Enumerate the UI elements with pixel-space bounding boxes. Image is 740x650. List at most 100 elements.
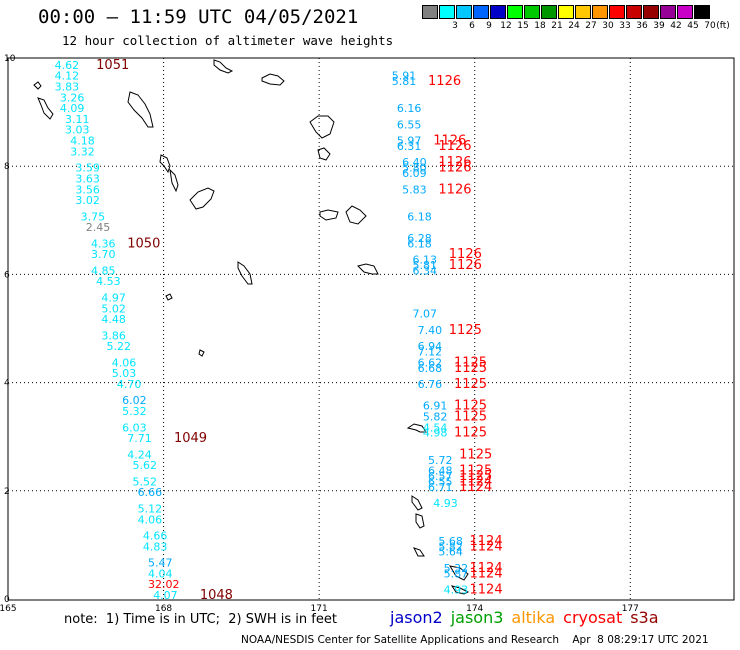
swh-value-label: 4.97: [101, 291, 126, 304]
island-outline: [189, 187, 215, 210]
time-label: 1125: [454, 426, 487, 441]
swh-value-label: 3.75: [81, 210, 106, 223]
swh-value-label: 3.86: [101, 329, 126, 342]
colorbar-swatch: [439, 5, 455, 19]
swh-value-label: 3.70: [91, 248, 116, 261]
island-outline: [169, 168, 179, 193]
time-label: 1051: [96, 58, 129, 73]
swh-value-label: 6.55: [397, 118, 422, 131]
swh-value-label: 5.03: [112, 367, 137, 380]
colorbar-swatch: [660, 5, 676, 19]
swh-value-label: 3.83: [55, 80, 80, 93]
swh-value-label: 6.71: [428, 481, 453, 494]
track-layer: 4.624.123.833.264.093.113.034.183.32 3.59…: [55, 58, 503, 603]
time-label: 1126: [433, 134, 466, 149]
swh-value-label: 6.94: [418, 340, 443, 353]
swh-value-label: 7.71: [127, 432, 151, 445]
colorbar-swatch: [558, 5, 574, 19]
swh-value-label: 4.06: [138, 513, 163, 526]
lat-tick-label: 4: [4, 379, 10, 389]
time-label: 1124: [470, 561, 503, 576]
swh-value-label: 6.31: [397, 140, 422, 153]
time-label: 1126: [438, 139, 471, 154]
legend-s3a: s3a: [630, 608, 659, 627]
swh-value-label: 7.07: [412, 308, 437, 321]
swh-value-label: 32.02: [148, 578, 180, 591]
island-outline: [33, 81, 42, 90]
legend-jason3: jason3: [450, 608, 504, 627]
island-outline: [357, 263, 379, 275]
swh-value-label: 6.02: [122, 394, 147, 407]
swh-value-label: 5.32: [444, 562, 469, 575]
note-text: note: 1) Time is in UTC; 2) SWH is in fe…: [64, 612, 337, 627]
colorbar-swatch: [507, 5, 523, 19]
swh-value-label: 5.83: [402, 183, 427, 196]
time-label: 1126: [449, 258, 482, 273]
swh-value-label: 3.11: [65, 113, 90, 126]
time-label: 1125: [459, 447, 492, 462]
colorbar-swatch: [422, 5, 438, 19]
swh-value-label: 4.04: [148, 567, 173, 580]
time-label: 1126: [428, 74, 461, 89]
swh-value-label: 5.32: [122, 405, 147, 418]
swh-value-label: 4.09: [60, 102, 85, 115]
swh-value-label: 6.34: [412, 264, 437, 277]
island-outline: [406, 423, 427, 433]
time-label: 1125: [454, 355, 487, 370]
island-outline: [159, 154, 171, 174]
swh-value-label: 6.66: [138, 486, 163, 499]
lon-tick-label: 177: [622, 604, 639, 614]
island-outline: [415, 513, 425, 529]
island-outline: [198, 349, 205, 357]
time-label: 1124: [470, 583, 503, 598]
swh-value-label: 5.97: [397, 135, 422, 148]
swh-value-label: 5.91: [392, 70, 417, 83]
swh-value-label: 5.22: [107, 340, 131, 353]
swh-value-label: 4.24: [127, 448, 151, 461]
time-label: 1050: [127, 236, 160, 251]
satellite-legend: jason2 jason3 altika cryosat s3a: [390, 608, 667, 627]
island-outline: [319, 209, 339, 221]
time-label: 1049: [174, 431, 207, 446]
swh-value-label: 6.68: [418, 362, 443, 375]
axis-labels: 165 168 171 174 177 0 2 4 6 8 10: [0, 54, 639, 614]
island-outline: [317, 147, 331, 161]
swh-value-label: 4.98: [423, 427, 448, 440]
swh-value-label: 6.91: [423, 400, 448, 413]
swh-value-label: 6.48: [428, 465, 453, 478]
time-label: 1125: [459, 464, 492, 479]
colorbar-swatch: [524, 5, 540, 19]
swh-value-label: 6.57: [428, 470, 453, 483]
swh-value-label: 3.59: [75, 162, 100, 175]
page-title: 00:00 – 11:59 UTC 04/05/2021: [38, 6, 359, 28]
swh-value-label: 4.06: [112, 356, 137, 369]
time-label: 1124: [459, 480, 492, 495]
swh-value-label: 5.47: [148, 557, 173, 570]
legend-cryosat: cryosat: [563, 608, 623, 627]
colorbar-swatch: [592, 5, 608, 19]
time-label: 1126: [438, 182, 471, 197]
swh-value-label: 5.64: [438, 546, 463, 559]
colorbar-swatch: [575, 5, 591, 19]
colorbar-tick-label: 30: [602, 21, 614, 31]
lat-tick-label: 8: [4, 162, 10, 172]
island-outline: [345, 205, 367, 225]
swh-value-label: 4.66: [143, 529, 168, 542]
colorbar-swatch: [541, 5, 557, 19]
colorbar-tick-label: 33: [619, 21, 631, 31]
island-outline: [261, 73, 285, 86]
colorbar-tick-label: 6: [469, 21, 475, 31]
swh-value-label: 6.55: [428, 475, 453, 488]
colorbar-tick-label: 27: [585, 21, 597, 31]
lon-tick-label: 174: [466, 604, 483, 614]
swh-value-label: 3.56: [75, 183, 100, 196]
lat-tick-label: 0: [4, 595, 10, 605]
time-label: 1126: [438, 161, 471, 176]
swh-value-label: 3.02: [75, 194, 100, 207]
colorbar-swatch: [677, 5, 693, 19]
swh-value-label: 2.45: [86, 221, 111, 234]
swh-value-label: 7.40: [418, 324, 443, 337]
swh-value-label: 5.52: [132, 475, 157, 488]
lon-tick-label: 165: [0, 604, 17, 614]
swh-value-label: 4.85: [91, 264, 116, 277]
